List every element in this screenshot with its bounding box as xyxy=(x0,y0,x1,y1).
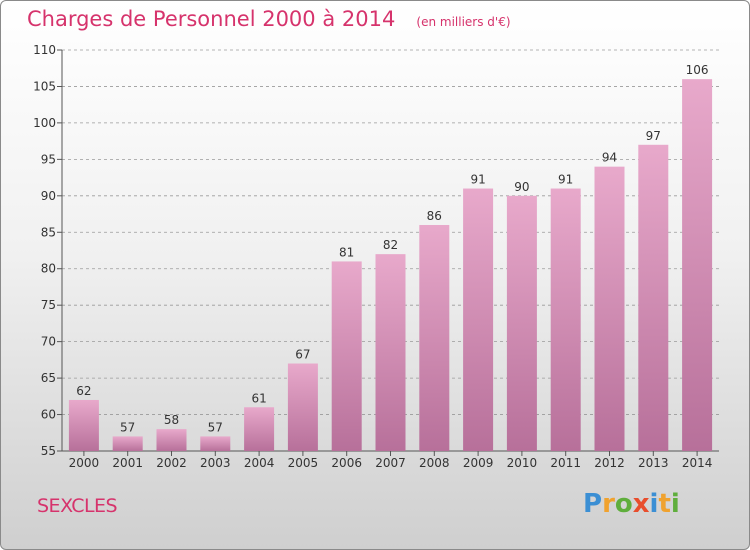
bar xyxy=(287,363,318,451)
bar xyxy=(594,166,625,451)
bar xyxy=(112,436,143,451)
x-tick-label: 2009 xyxy=(463,456,494,470)
data-label: 106 xyxy=(686,63,709,77)
chart-title: Charges de Personnel 2000 à 2014 xyxy=(27,7,396,31)
bar xyxy=(375,254,406,451)
bar xyxy=(156,429,187,451)
bar xyxy=(506,195,537,451)
logo-letter: x xyxy=(632,489,650,519)
y-tick-label: 95 xyxy=(41,152,56,166)
x-tick-label: 2005 xyxy=(288,456,319,470)
bar xyxy=(244,407,275,451)
data-label: 90 xyxy=(514,180,529,194)
x-tick-label: 2007 xyxy=(375,456,406,470)
labels: 55 60 65 70 75 80 85 90 95 100 105 110 62 2000 57 2001 5… xyxy=(33,43,712,470)
y-tick-label: 80 xyxy=(41,262,56,276)
bar xyxy=(331,261,362,451)
bar xyxy=(638,144,669,452)
data-label: 82 xyxy=(383,238,398,252)
y-tick-label: 110 xyxy=(33,43,56,57)
x-tick-label: 2003 xyxy=(200,456,231,470)
x-tick-label: 2002 xyxy=(156,456,187,470)
y-tick-label: 65 xyxy=(41,371,56,385)
data-label: 91 xyxy=(558,173,573,187)
x-tick-label: 2001 xyxy=(112,456,143,470)
data-label: 86 xyxy=(427,209,442,223)
x-tick-label: 2010 xyxy=(507,456,538,470)
x-tick-label: 2013 xyxy=(638,456,669,470)
bar xyxy=(68,399,99,451)
bar xyxy=(550,188,581,451)
bar xyxy=(682,79,713,451)
data-label: 61 xyxy=(251,391,266,405)
y-tick-label: 85 xyxy=(41,225,56,239)
x-tick-label: 2004 xyxy=(244,456,275,470)
data-label: 91 xyxy=(470,173,485,187)
data-label: 57 xyxy=(120,420,135,434)
y-tick-label: 75 xyxy=(41,298,56,312)
title-row: Charges de Personnel 2000 à 2014 (en mil… xyxy=(27,7,511,31)
bar xyxy=(200,436,231,451)
data-label: 58 xyxy=(164,413,179,427)
data-label: 57 xyxy=(208,420,223,434)
data-label: 62 xyxy=(76,384,91,398)
data-label: 94 xyxy=(602,151,617,165)
logo-letter: r xyxy=(602,489,615,519)
x-tick-label: 2014 xyxy=(682,456,713,470)
logo-letter: t xyxy=(658,489,671,519)
x-tick-label: 2008 xyxy=(419,456,450,470)
proxiti-logo[interactable]: Proxiti xyxy=(583,489,680,519)
commune-name: SEXCLES xyxy=(37,495,118,517)
logo-letter: P xyxy=(583,489,603,519)
y-tick-label: 60 xyxy=(41,408,56,422)
logo-letter: o xyxy=(614,489,633,519)
y-tick-label: 90 xyxy=(41,189,56,203)
logo-letter: i xyxy=(649,489,659,519)
x-tick-label: 2012 xyxy=(594,456,625,470)
bar xyxy=(463,188,494,451)
y-tick-label: 105 xyxy=(33,79,56,93)
x-tick-label: 2000 xyxy=(69,456,100,470)
x-tick-label: 2011 xyxy=(550,456,581,470)
data-label: 97 xyxy=(646,129,661,143)
chart-subtitle: (en milliers d'€) xyxy=(416,15,511,29)
y-tick-label: 70 xyxy=(41,335,56,349)
x-tick-label: 2006 xyxy=(331,456,362,470)
bar xyxy=(419,224,450,451)
bars xyxy=(68,79,713,452)
data-label: 67 xyxy=(295,348,310,362)
y-tick-label: 100 xyxy=(33,116,56,130)
data-label: 81 xyxy=(339,245,354,259)
y-tick-label: 55 xyxy=(41,444,56,458)
logo-letter: i xyxy=(670,489,680,519)
